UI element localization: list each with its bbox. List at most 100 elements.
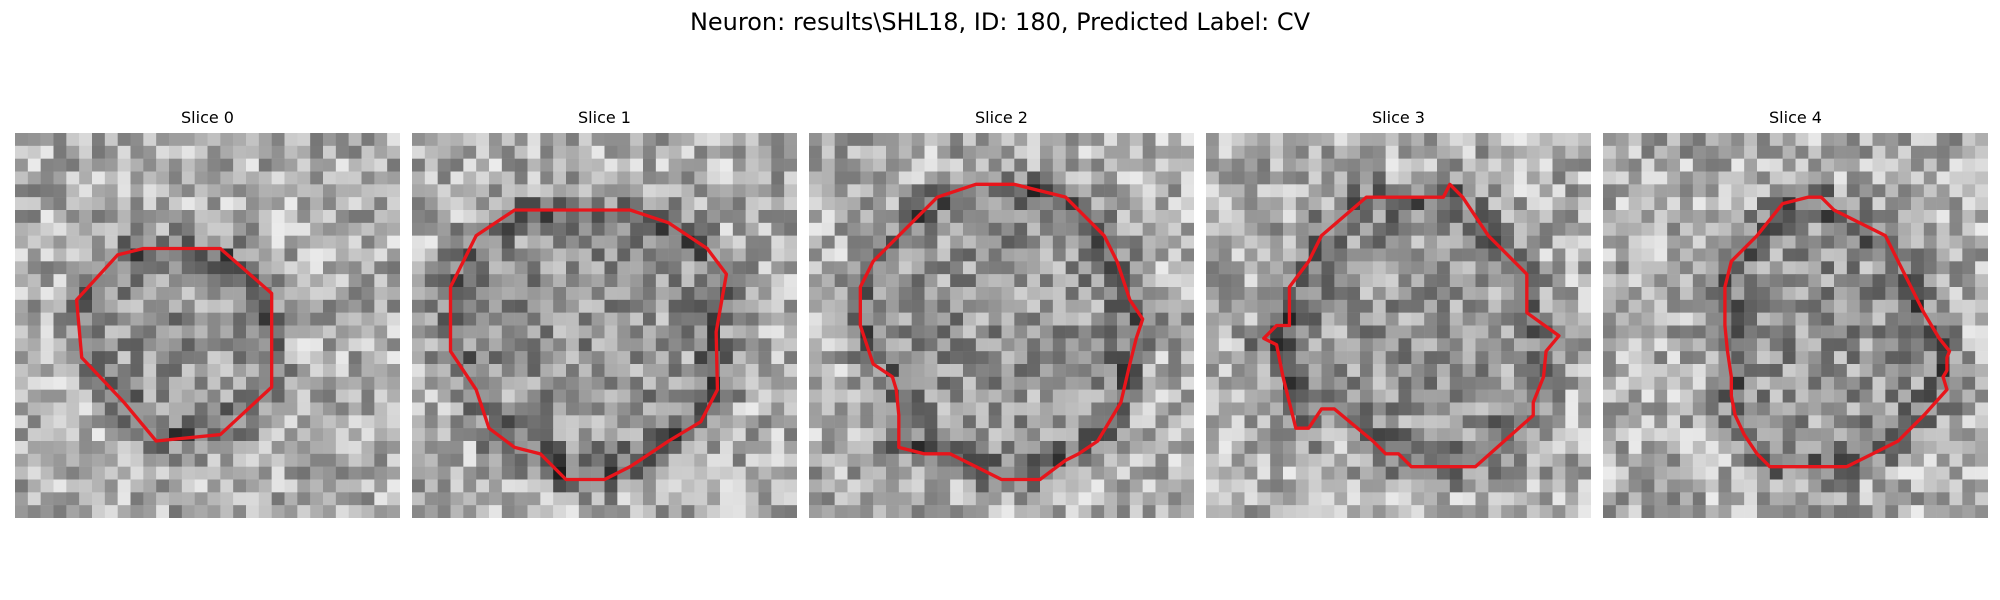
pixel [1628,376,1642,390]
pixel [668,453,682,467]
pixel [834,376,848,390]
pixel [1962,428,1976,442]
pixel [1052,299,1066,313]
pixel [233,492,247,506]
pixel [732,364,746,378]
pixel [284,145,298,159]
pixel [310,287,324,301]
pixel [1821,325,1835,339]
pixel [963,158,977,172]
pixel [1372,171,1386,185]
pixel [591,261,605,275]
pixel [604,492,618,506]
pixel [1718,428,1732,442]
pixel [437,364,451,378]
pixel [975,299,989,313]
pixel [1142,184,1156,198]
pixel [1142,351,1156,365]
pixel [1360,402,1374,416]
pixel [1680,197,1694,211]
pixel [424,492,438,506]
pixel [834,299,848,313]
pixel [681,389,695,403]
pixel [310,133,324,147]
pixel [553,171,567,185]
pixel [1168,158,1182,172]
pixel [437,145,451,159]
pixel [40,505,54,518]
pixel [1052,197,1066,211]
pixel [988,171,1002,185]
pixel [374,287,388,301]
pixel [40,299,54,313]
pixel [1936,197,1950,211]
pixel [1231,248,1245,262]
pixel [1565,479,1579,493]
pixel [1104,222,1118,236]
pixel [566,351,580,365]
pixel [412,222,426,236]
pixel [1091,133,1105,147]
pixel [1795,222,1809,236]
pixel [104,453,118,467]
pixel [758,312,772,326]
pixel [258,325,272,339]
pixel [476,466,490,480]
pixel [1565,402,1579,416]
pixel [374,158,388,172]
pixel [950,338,964,352]
pixel [1603,222,1617,236]
pixel [1501,210,1515,224]
pixel [771,376,785,390]
pixel [1744,415,1758,429]
pixel [1385,184,1399,198]
pixel [1667,479,1681,493]
pixel [1206,364,1220,378]
pixel [53,158,67,172]
pixel [233,133,247,147]
pixel [1360,492,1374,506]
pixel [1488,197,1502,211]
pixel [630,145,644,159]
pixel [975,415,989,429]
pixel [1385,312,1399,326]
pixel [745,235,759,249]
pixel [950,479,964,493]
pixel [860,248,874,262]
pixel [809,261,823,275]
pixel [758,287,772,301]
pixel [117,158,131,172]
pixel [143,364,157,378]
pixel [1565,351,1579,365]
pixel [450,415,464,429]
pixel [156,248,170,262]
pixel [1795,145,1809,159]
pixel [566,171,580,185]
pixel [1795,428,1809,442]
pixel [617,505,631,518]
pixel [1834,184,1848,198]
pixel [450,222,464,236]
pixel [784,171,797,185]
pixel [66,274,80,288]
pixel [860,235,874,249]
pixel [898,210,912,224]
pixel [1052,171,1066,185]
pixel [1385,222,1399,236]
pixel [1014,158,1028,172]
pixel [1475,415,1489,429]
pixel [361,415,375,429]
pixel [1129,402,1143,416]
pixel [335,312,349,326]
pixel [194,402,208,416]
pixel [1705,158,1719,172]
pixel [117,171,131,185]
slice-image-3 [1206,133,1591,518]
pixel [771,325,785,339]
pixel [1808,428,1822,442]
pixel [1680,287,1694,301]
pixel [53,133,67,147]
pixel [284,428,298,442]
pixel [1283,364,1297,378]
pixel [1052,338,1066,352]
